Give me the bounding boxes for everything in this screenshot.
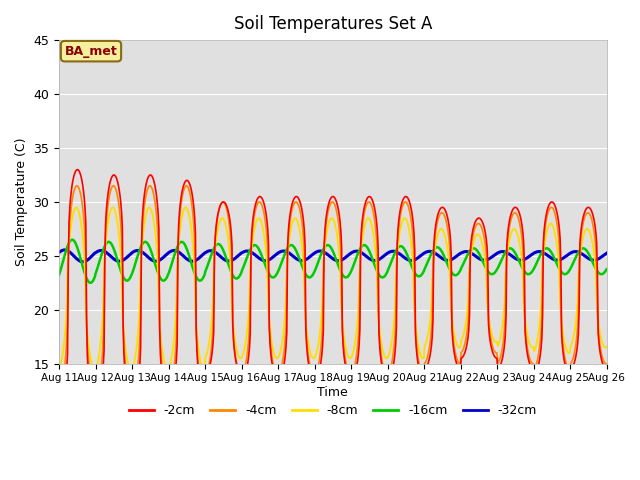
- -16cm: [65, 240, 73, 246]
- -32cm: [79, 259, 86, 264]
- X-axis label: Time: Time: [317, 386, 348, 399]
- -8cm: [55, 365, 63, 371]
- -2cm: [74, 167, 81, 172]
- -4cm: [177, 202, 185, 208]
- -16cm: [417, 273, 424, 278]
- -32cm: [401, 255, 409, 261]
- -32cm: [55, 250, 63, 255]
- Title: Soil Temperatures Set A: Soil Temperatures Set A: [234, 15, 432, 33]
- -8cm: [207, 320, 215, 326]
- Text: BA_met: BA_met: [65, 45, 117, 58]
- -16cm: [86, 280, 94, 286]
- -32cm: [207, 248, 215, 253]
- -4cm: [65, 230, 73, 236]
- -32cm: [603, 251, 611, 256]
- -2cm: [178, 191, 186, 196]
- -8cm: [177, 220, 185, 226]
- -4cm: [401, 199, 409, 205]
- -4cm: [201, 388, 209, 394]
- -32cm: [66, 249, 74, 255]
- -2cm: [122, 379, 130, 385]
- -2cm: [65, 219, 73, 225]
- -8cm: [417, 353, 424, 359]
- -32cm: [123, 254, 131, 260]
- -2cm: [55, 404, 63, 410]
- -2cm: [416, 370, 424, 376]
- -2cm: [207, 359, 214, 365]
- -4cm: [55, 388, 63, 394]
- -8cm: [603, 344, 611, 350]
- -4cm: [207, 345, 215, 351]
- -8cm: [182, 204, 189, 210]
- Line: -4cm: -4cm: [59, 186, 607, 391]
- -16cm: [68, 237, 76, 242]
- -8cm: [122, 345, 129, 350]
- Y-axis label: Soil Temperature (C): Soil Temperature (C): [15, 138, 28, 266]
- -32cm: [179, 252, 186, 258]
- -32cm: [61, 247, 68, 253]
- -4cm: [122, 361, 129, 367]
- Line: -2cm: -2cm: [59, 169, 607, 407]
- -8cm: [65, 242, 73, 248]
- -4cm: [603, 361, 611, 367]
- -8cm: [200, 366, 207, 372]
- -16cm: [207, 252, 215, 257]
- -2cm: [400, 195, 408, 201]
- -16cm: [401, 247, 409, 253]
- -16cm: [179, 239, 186, 245]
- -4cm: [182, 183, 190, 189]
- -8cm: [401, 215, 409, 221]
- Line: -8cm: -8cm: [59, 207, 607, 369]
- -16cm: [123, 278, 131, 284]
- Line: -32cm: -32cm: [59, 250, 607, 262]
- -16cm: [55, 272, 63, 277]
- -32cm: [417, 252, 424, 258]
- -4cm: [417, 368, 424, 373]
- Line: -16cm: -16cm: [59, 240, 607, 283]
- Legend: -2cm, -4cm, -8cm, -16cm, -32cm: -2cm, -4cm, -8cm, -16cm, -32cm: [124, 399, 542, 422]
- -2cm: [603, 366, 611, 372]
- -16cm: [603, 266, 611, 272]
